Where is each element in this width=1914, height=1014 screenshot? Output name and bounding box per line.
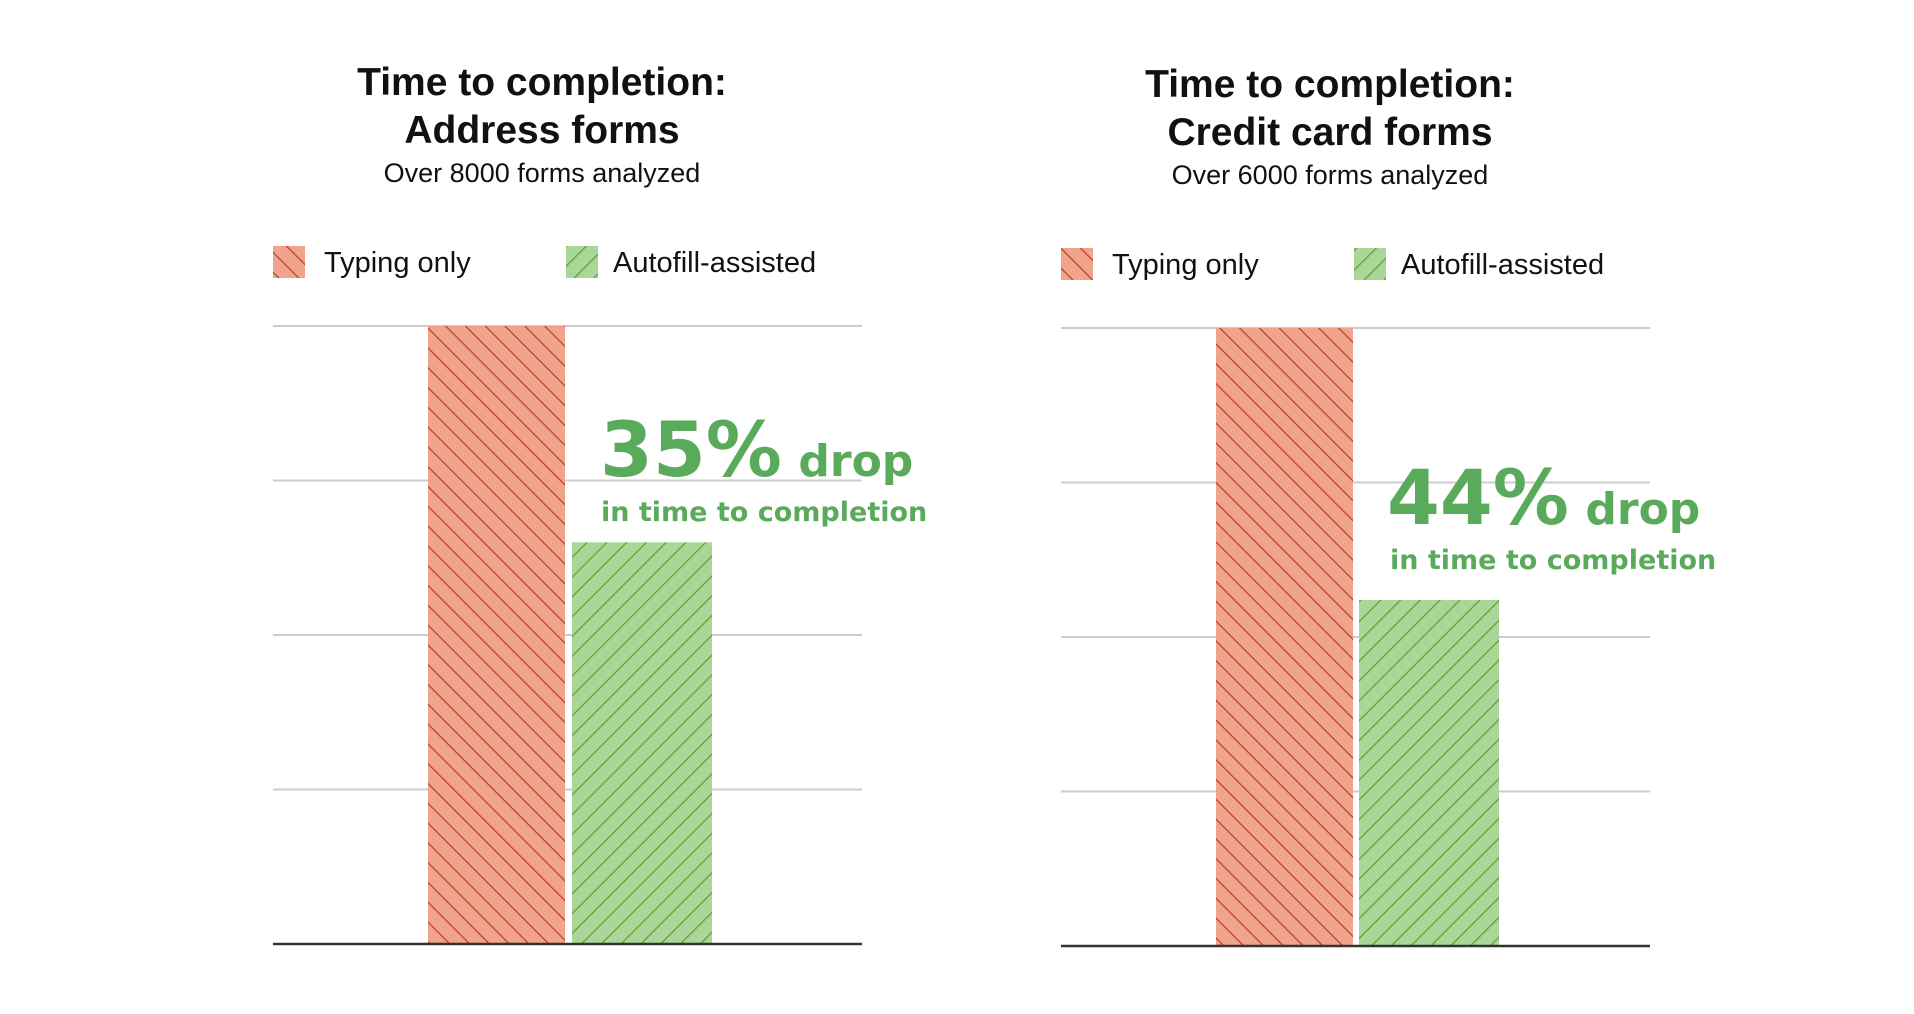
chart-address-forms: Time to completion: Address forms Over 8… [273,61,927,946]
bars [1216,328,1499,946]
chart-title-line1: Time to completion: [1145,63,1515,106]
bar-typing-only [1216,328,1353,946]
chart-subtitle: Over 6000 forms analyzed [1172,160,1489,190]
chart-credit-card-forms: Time to completion: Credit card forms Ov… [1061,63,1716,948]
chart-title-line2: Address forms [404,109,679,152]
annotation-word: drop [1585,484,1700,535]
annotation-detail: in time to completion [601,497,927,528]
annotation-drop: 44% drop [1387,453,1700,542]
gridlines [1061,327,1650,793]
legend-swatch-typing-only [1061,248,1093,280]
gridlines [273,325,862,791]
legend-label-autofill-assisted: Autofill-assisted [613,247,816,279]
bar-autofill-assisted [1359,599,1499,946]
legend-swatch-typing-only [273,246,305,278]
chart-title-line2: Credit card forms [1167,111,1492,154]
bar-autofill-assisted [572,542,712,944]
legend-label-typing-only: Typing only [1112,249,1259,281]
legend-label-typing-only: Typing only [324,247,471,279]
chart-subtitle: Over 8000 forms analyzed [384,158,701,188]
legend-label-autofill-assisted: Autofill-assisted [1401,249,1604,281]
annotation-percent: 35% [600,405,782,494]
legend: Typing only Autofill-assisted [1061,248,1604,281]
legend-swatch-autofill-assisted [566,246,598,278]
chart-title-line1: Time to completion: [357,61,727,104]
bars [428,326,712,944]
legend: Typing only Autofill-assisted [273,246,816,279]
annotation-word: drop [798,436,913,487]
annotation-detail: in time to completion [1390,545,1716,576]
annotation-drop: 35% drop [600,405,913,494]
bar-typing-only [428,326,565,944]
legend-swatch-autofill-assisted [1354,248,1386,280]
annotation-percent: 44% [1387,453,1569,542]
